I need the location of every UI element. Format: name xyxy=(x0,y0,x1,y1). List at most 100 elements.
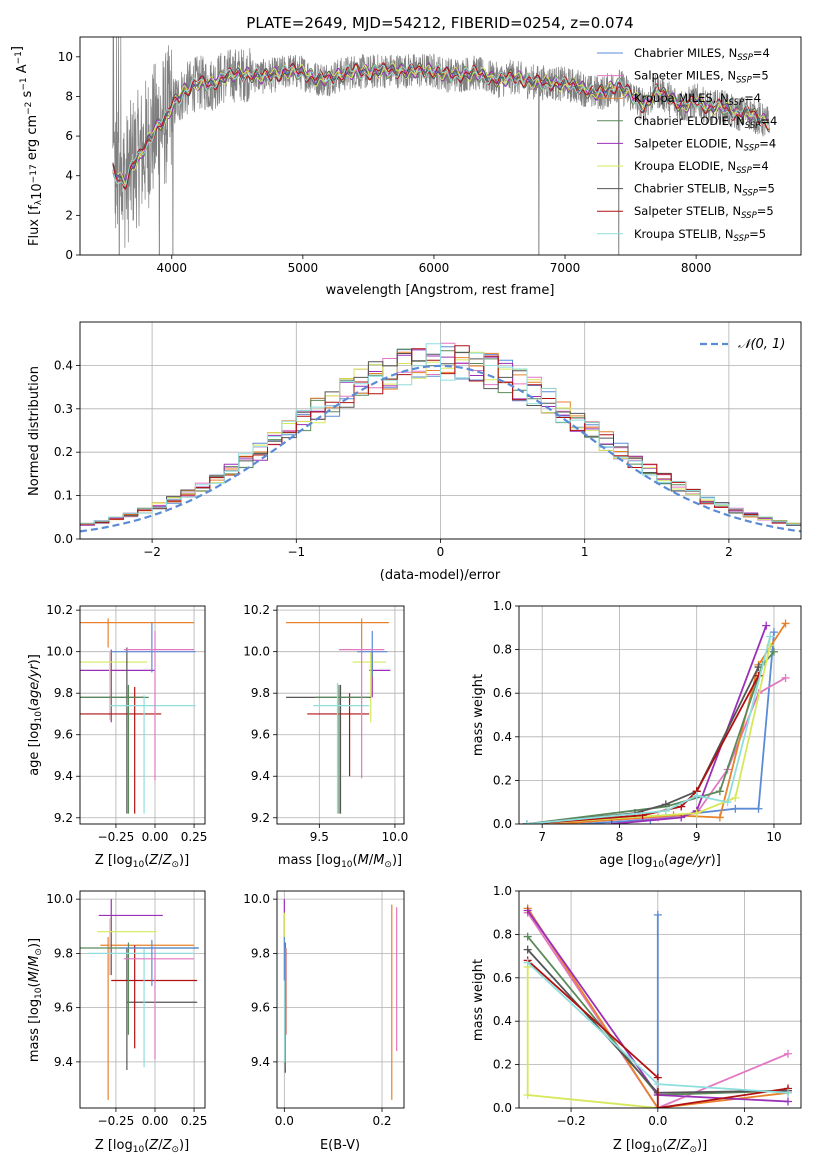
age_vs_Z-xtick-label: 0.25 xyxy=(181,830,208,844)
mass_vs_ebv-plot xyxy=(283,899,398,1100)
massweight_vs_age-xtick-label: 8 xyxy=(616,830,624,844)
residual-hist-kroupa_stelib xyxy=(80,343,801,525)
legend-label-chabrier_stelib: Chabrier STELIB, NSSP=5 xyxy=(634,182,775,199)
age_vs_mass-ytick-label: 10.2 xyxy=(243,603,270,617)
mass_vs_ebv-ytick-label: 9.6 xyxy=(251,1001,270,1015)
mass_vs_ebv-xtick-label: 0.2 xyxy=(372,1114,391,1128)
residuals-xlabel: (data-model)/error xyxy=(380,568,501,583)
massweight_vs_age-xlabel: age [log10(age/yr)] xyxy=(599,853,721,870)
massweight_vs_Z-ytick-label: 0.4 xyxy=(493,1014,512,1028)
age_vs_mass-ytick-label: 9.2 xyxy=(251,811,270,825)
massweight_vs_age-marker-kroupa_stelib xyxy=(723,798,732,807)
massweight_vs_age-marker-kroupa_stelib xyxy=(766,632,775,641)
spectrum-ytick-label: 0 xyxy=(65,248,73,262)
massweight_vs_Z-marker-chabrier_miles xyxy=(653,910,662,919)
spectrum-xtick-label: 7000 xyxy=(550,261,581,275)
massweight_vs_age-line-kroupa_elodie xyxy=(526,644,771,824)
massweight_vs_age-frame xyxy=(518,605,802,825)
legend-label-salpeter_elodie: Salpeter ELODIE, NSSP=4 xyxy=(634,136,776,153)
massweight_vs_age-line-chabrier_miles xyxy=(580,632,775,824)
mass_vs_ebv-ytick-label: 9.4 xyxy=(251,1055,270,1069)
mass_vs_Z-xtick-label: 0.25 xyxy=(181,1114,208,1128)
spectrum-ytick-label: 2 xyxy=(65,208,73,222)
spectrum-title: PLATE=2649, MJD=54212, FIBERID=0254, z=0… xyxy=(246,14,633,32)
massweight_vs_age-marker-chabrier_miles xyxy=(754,804,763,813)
massweight_vs_Z-marker-chabrier_stelib xyxy=(523,945,532,954)
massweight_vs_Z-ytick-label: 1.0 xyxy=(493,884,512,898)
massweight_vs_Z-ytick-label: 0.2 xyxy=(493,1058,512,1072)
legend-label-salpeter_miles: Salpeter MILES, NSSP=5 xyxy=(634,69,769,86)
massweight_vs_age-plot xyxy=(522,619,790,824)
mass_vs_Z-xtick-label: −0.25 xyxy=(98,1114,135,1128)
age_vs_mass-ytick-label: 9.8 xyxy=(251,686,270,700)
massweight_vs_Z-line-kroupa_elodie xyxy=(526,967,658,1108)
massweight_vs_Z-xtick-label: 0.0 xyxy=(648,1114,667,1128)
residuals-ytick-label: 0.1 xyxy=(54,489,73,503)
mass_vs_Z-frame xyxy=(79,890,206,1109)
age_vs_Z-ytick-label: 10.2 xyxy=(46,603,73,617)
age_vs_Z-ytick-label: 9.4 xyxy=(54,769,73,783)
mass_vs_ebv-ytick-label: 10.0 xyxy=(243,892,270,906)
age_vs_mass-ytick-label: 9.6 xyxy=(251,728,270,742)
legend-label-kroupa_elodie: Kroupa ELODIE, NSSP=4 xyxy=(634,159,769,176)
massweight_vs_Z-marker-kroupa_elodie xyxy=(523,1090,532,1099)
residuals-xtick-label: −2 xyxy=(143,545,161,559)
massweight_vs_age-marker-chabrier_elodie xyxy=(769,647,778,656)
massweight_vs_Z-marker-salpeter_miles xyxy=(783,1049,792,1058)
massweight_vs_age-ylabel: mass weight xyxy=(471,674,486,756)
massweight_vs_age-marker-kroupa_miles xyxy=(715,813,724,822)
spectrum-xtick-label: 6000 xyxy=(419,261,450,275)
massweight_vs_age-marker-kroupa_elodie xyxy=(731,793,740,802)
massweight_vs_age-marker-kroupa_stelib xyxy=(692,791,701,800)
massweight_vs_Z-marker-kroupa_stelib xyxy=(653,1080,662,1089)
mass_vs_ebv-frame xyxy=(276,890,405,1109)
residual-legend-label: 𝒩(0, 1) xyxy=(738,337,785,352)
massweight_vs_Z-marker-salpeter_stelib xyxy=(653,1104,662,1108)
spectrum-data-line xyxy=(112,37,770,255)
massweight_vs_age-marker-chabrier_stelib xyxy=(754,663,763,672)
residuals-xtick-label: −1 xyxy=(287,545,305,559)
residuals-axes: −2 −1 0 1 2 0.0 0.1 0.2 0.3 0.4 xyxy=(54,322,801,559)
massweight_vs_Z-ylabel: mass weight xyxy=(471,959,486,1041)
age_vs_mass-ytick-label: 9.4 xyxy=(251,769,270,783)
mass_vs_Z-ytick-label: 9.4 xyxy=(54,1055,73,1069)
legend-label-kroupa_stelib: Kroupa STELIB, NSSP=5 xyxy=(634,227,766,244)
massweight_vs_age-marker-kroupa_stelib xyxy=(661,806,670,815)
mass_vs_Z-xtick-label: 0.00 xyxy=(142,1114,169,1128)
massweight_vs_Z-line-salpeter_stelib xyxy=(527,959,789,1108)
age_vs_Z-plot xyxy=(80,618,196,814)
mass_vs_Z-ylabel: mass [log10(M/M⊙)] xyxy=(27,938,44,1062)
massweight_vs_Z-marker-kroupa_stelib xyxy=(523,958,532,967)
age_vs_Z-xtick-label: −0.25 xyxy=(98,830,135,844)
mass_vs_Z-ytick-label: 9.8 xyxy=(54,946,73,960)
age_vs_mass-axes: 9.5 10.0 9.2 9.4 9.6 9.8 10.0 10.2 xyxy=(243,603,408,844)
residuals-xtick-label: 2 xyxy=(725,545,733,559)
legend-label-kroupa_miles: Kroupa MILES, NSSP=4 xyxy=(634,91,761,108)
massweight_vs_Z-xlabel: Z [log10(Z/Z⊙)] xyxy=(613,1138,707,1155)
mass_vs_ebv-ytick-label: 9.8 xyxy=(251,946,270,960)
age_vs_Z-xtick-label: 0.00 xyxy=(142,830,169,844)
massweight_vs_age-marker-kroupa_stelib xyxy=(522,820,531,824)
legend-label-chabrier_elodie: Chabrier ELODIE, NSSP=4 xyxy=(634,114,777,131)
age_vs_Z-ytick-label: 9.6 xyxy=(54,728,73,742)
massweight_vs_age-marker-salpeter_miles xyxy=(781,673,790,682)
age_vs_Z-frame xyxy=(79,605,206,825)
massweight_vs_age-xtick-label: 7 xyxy=(538,830,546,844)
massweight_vs_age-marker-chabrier_miles xyxy=(731,804,740,813)
spectrum-ytick-label: 10 xyxy=(58,50,73,64)
massweight_vs_age-marker-salpeter_elodie xyxy=(762,621,771,630)
spectrum-axes: 4000 5000 6000 7000 8000 0 2 4 6 8 10 xyxy=(58,50,712,275)
spectrum-model-kroupa_stelib xyxy=(112,62,770,187)
massweight_vs_Z-ytick-label: 0.6 xyxy=(493,971,512,985)
age_vs_Z-ylabel: age [log10(age/yr)] xyxy=(27,654,44,776)
residuals-ytick-label: 0.0 xyxy=(54,532,73,546)
massweight_vs_age-ytick-label: 0.6 xyxy=(493,686,512,700)
legend-label-salpeter_stelib: Salpeter STELIB, NSSP=5 xyxy=(634,204,774,221)
age_vs_Z-ytick-label: 10.0 xyxy=(46,645,73,659)
residuals-ylabel: Normed distribution xyxy=(27,366,42,496)
massweight_vs_Z-marker-salpeter_elodie xyxy=(523,906,532,915)
massweight_vs_Z-xtick-label: −0.2 xyxy=(556,1114,585,1128)
spectrum-frame xyxy=(79,36,802,256)
mass_vs_Z-xlabel: Z [log10(Z/Z⊙)] xyxy=(95,1138,189,1155)
residuals-ytick-label: 0.3 xyxy=(54,402,73,416)
